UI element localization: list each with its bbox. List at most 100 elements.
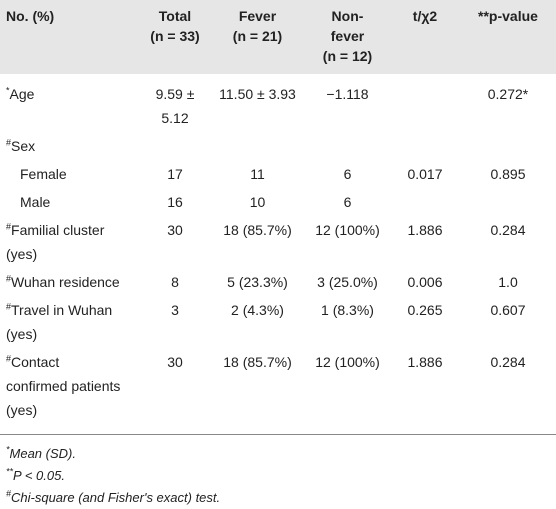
label-text: Male — [20, 194, 51, 210]
table-row: #Familial cluster (yes) 30 18 (85.7%) 12 (10… — [0, 218, 556, 270]
header-cell: Non-fever (n = 12) — [305, 0, 390, 74]
header-cell: Total (n = 33) — [140, 0, 210, 74]
data-cell: 10 — [249, 194, 266, 210]
data-table: No. (%) Total (n = 33) Fever (n = 21) Non-fev… — [0, 0, 556, 435]
header-cell: No. (%) — [0, 0, 140, 74]
table-row: #Contact confirmed patients (yes) 30 18 (85.… — [0, 350, 556, 435]
data-cell: 12 (100%) — [315, 354, 380, 370]
data-cell: 0.265 — [407, 302, 443, 318]
data-cell: 17 — [167, 166, 183, 182]
footnote-mark: # — [6, 353, 12, 364]
footnotes: *Mean (SD). **P < 0.05. #Chi-square (and F… — [0, 435, 556, 509]
label-text: Age — [9, 86, 35, 102]
footnote-mark: # — [6, 221, 12, 232]
empty-cell — [210, 134, 305, 162]
footnote: *Mean (SD). — [6, 443, 550, 465]
data-cell: 1.0 — [498, 274, 518, 290]
empty-cell — [390, 134, 460, 162]
empty-cell — [305, 134, 390, 162]
label-text: Female — [20, 166, 67, 182]
footnote-mark: # — [6, 301, 12, 312]
footnote-text: Mean (SD). — [9, 446, 76, 461]
header-cell: **p-value — [460, 0, 556, 74]
data-cell: 0.006 — [407, 274, 443, 290]
row-label: #Sex — [0, 134, 140, 162]
header-text: fever — [330, 28, 365, 44]
label-text: Contact — [11, 354, 60, 370]
row-label: #Familial cluster (yes) — [0, 218, 140, 270]
row-label: Male — [0, 190, 140, 218]
row-label: #Contact confirmed patients (yes) — [0, 350, 140, 435]
data-cell: 8 — [171, 274, 179, 290]
data-cell: 30 — [167, 222, 183, 238]
label-text: Sex — [11, 138, 36, 154]
table-row: #Sex — [0, 134, 556, 162]
label-text: Familial cluster — [11, 222, 105, 238]
data-cell: 0.284 — [490, 354, 526, 370]
footnote-mark: ** — [6, 466, 14, 477]
label-text: Wuhan residence — [11, 274, 120, 290]
header-text: Total — [158, 8, 192, 24]
label-text: (yes) — [6, 326, 38, 342]
header-text: Non- — [331, 8, 364, 24]
header-row: No. (%) Total (n = 33) Fever (n = 21) Non-fev… — [0, 0, 556, 74]
label-line: *Age — [6, 82, 136, 106]
label-line: Male — [20, 190, 136, 214]
table-row: #Travel in Wuhan (yes) 3 2 (4.3%) 1 (8.3%) 0.… — [0, 298, 556, 350]
label-line: confirmed patients — [6, 374, 136, 398]
label-text: Travel in Wuhan — [11, 302, 113, 318]
empty-cell — [140, 134, 210, 162]
data-cell: 2 (4.3%) — [231, 302, 284, 318]
table-header: No. (%) Total (n = 33) Fever (n = 21) Non-fev… — [0, 0, 556, 74]
data-cell: 11 — [250, 166, 265, 182]
table-row: Male 16 10 6 — [0, 190, 556, 218]
data-cell: 11.50 ± 3.93 — [219, 86, 296, 102]
data-cell: 16 — [167, 194, 183, 210]
footnote: **P < 0.05. — [6, 465, 550, 487]
data-cell: 18 (85.7%) — [223, 222, 292, 238]
label-line: #Sex — [6, 134, 136, 158]
empty-cell — [390, 74, 460, 134]
data-cell: 30 — [167, 354, 183, 370]
empty-cell — [460, 190, 556, 218]
data-cell: 18 (85.7%) — [223, 354, 292, 370]
data-cell: 3 — [171, 302, 179, 318]
data-cell: 6 — [343, 166, 352, 182]
row-label: #Travel in Wuhan (yes) — [0, 298, 140, 350]
label-line: #Wuhan residence — [6, 270, 136, 294]
label-line: Female — [20, 162, 136, 186]
empty-cell — [390, 190, 460, 218]
data-cell: 0.607 — [490, 302, 526, 318]
header-text: Fever — [238, 8, 277, 24]
label-line: (yes) — [6, 242, 136, 266]
label-text: (yes) — [6, 402, 38, 418]
footnote: #Chi-square (and Fisher's exact) test. — [6, 487, 550, 509]
row-label: *Age — [0, 74, 140, 134]
data-cell: 0.017 — [407, 166, 443, 182]
data-cell: 1.886 — [407, 222, 443, 238]
label-line: #Contact — [6, 350, 136, 374]
data-cell: 6 — [343, 194, 352, 210]
label-line: #Travel in Wuhan — [6, 298, 136, 322]
data-cell: 1 (8.3%) — [321, 302, 374, 318]
label-text: confirmed patients — [6, 378, 121, 394]
header-text: **p-value — [478, 8, 538, 24]
header-text: (n = 12) — [322, 48, 373, 64]
footnote-mark: # — [6, 137, 12, 148]
header-text: t/χ2 — [412, 8, 438, 24]
data-cell: 3 (25.0%) — [317, 274, 378, 290]
footnote-mark: * — [6, 85, 10, 96]
table-body: *Age 9.59 ± 5.12 11.50 ± 3.93 −1.118 0.272* #… — [0, 74, 556, 435]
row-label: #Wuhan residence — [0, 270, 140, 298]
header-text: (n = 33) — [150, 28, 200, 44]
row-label: Female — [0, 162, 140, 190]
label-line: (yes) — [6, 322, 136, 346]
footnote-mark: * — [6, 444, 10, 455]
data-cell: 0.272* — [487, 86, 529, 102]
table-row: *Age 9.59 ± 5.12 11.50 ± 3.93 −1.118 0.272* — [0, 74, 556, 134]
empty-cell — [460, 134, 556, 162]
label-text: (yes) — [6, 246, 38, 262]
data-cell: 12 (100%) — [315, 222, 380, 238]
footnote-text: P < 0.05. — [13, 468, 65, 483]
